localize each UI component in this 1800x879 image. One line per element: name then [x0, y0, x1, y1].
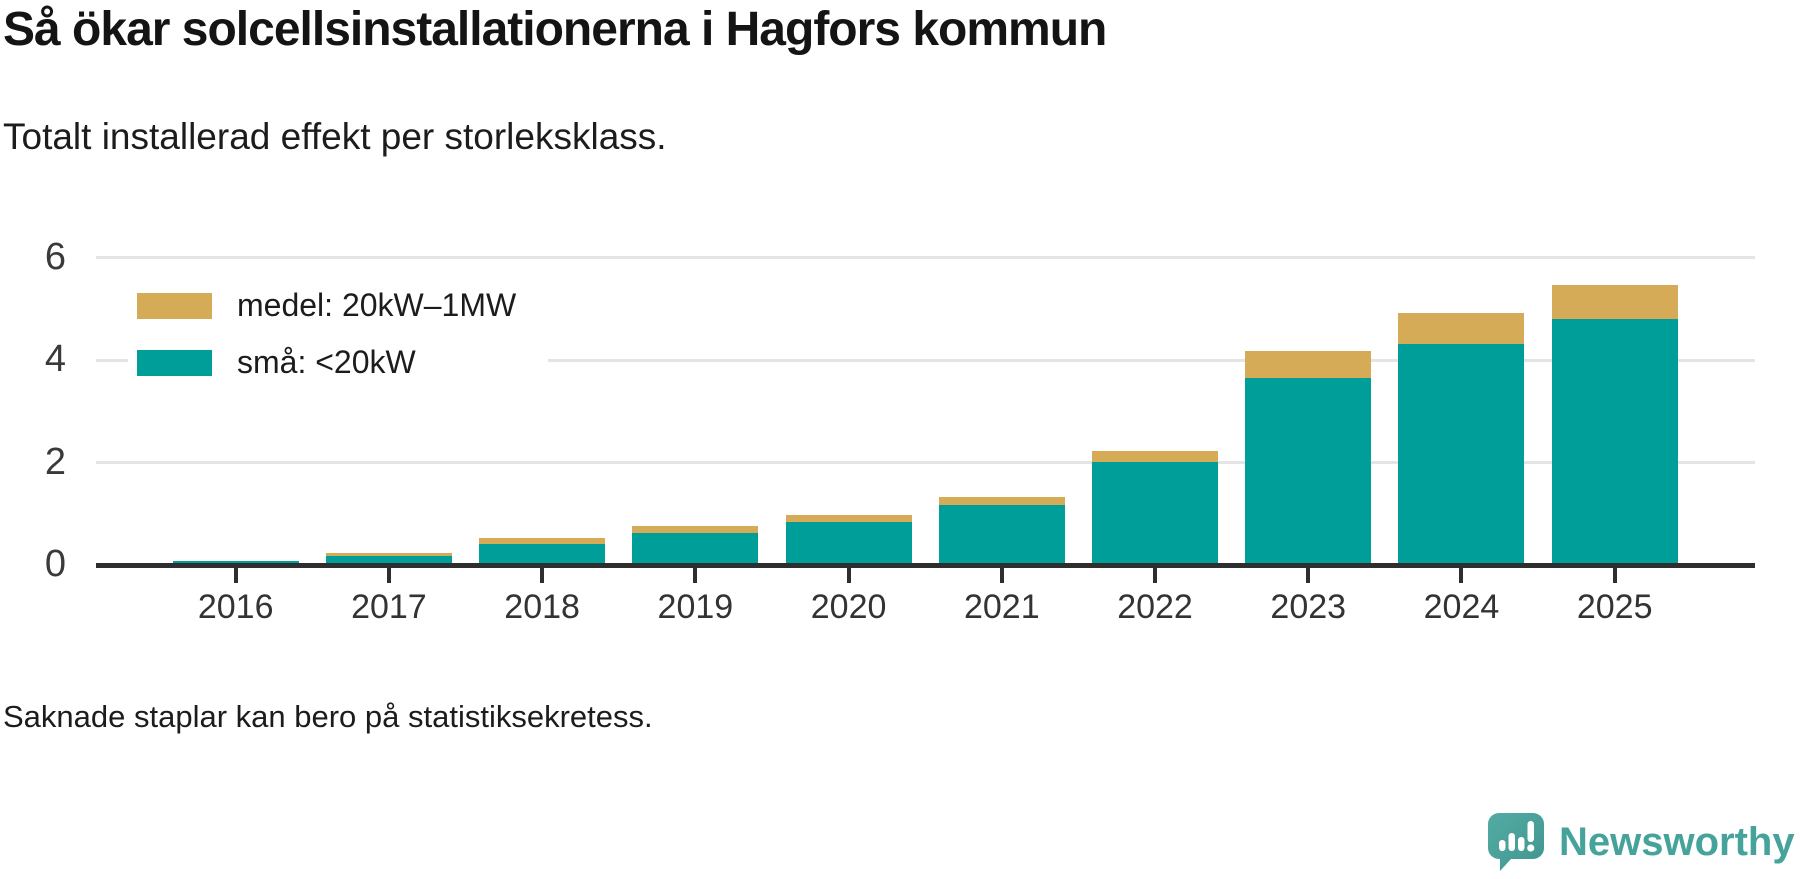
bar-2020-medel	[785, 514, 912, 522]
gridline-2	[96, 461, 1755, 465]
bar-2017-medel	[325, 552, 452, 556]
x-tick-2019	[693, 567, 698, 583]
footnote: Saknade staplar kan bero på statistiksek…	[3, 699, 653, 734]
bar-2018-sma	[479, 544, 606, 565]
x-tick-2021	[999, 567, 1004, 583]
bar-2024-sma	[1398, 344, 1525, 565]
gridline-6	[96, 256, 1755, 260]
x-axis-label-2021: 2021	[963, 588, 1040, 626]
x-tick-2018	[540, 567, 545, 583]
x-tick-2022	[1153, 567, 1158, 583]
legend-label-medel: medel: 20kW–1MW	[237, 287, 517, 323]
chart-subtitle: Totalt installerad effekt per storlekskl…	[3, 116, 667, 157]
gridline-4	[96, 358, 1755, 362]
bar-2025-sma	[1551, 318, 1678, 565]
bar-2018-medel	[479, 538, 606, 545]
bar-2023-sma	[1245, 378, 1372, 565]
legend-item-medel: medel: 20kW–1MW	[137, 287, 516, 324]
x-tick-2024	[1459, 567, 1464, 583]
legend-swatch-sma	[137, 349, 212, 376]
x-tick-2025	[1612, 567, 1617, 583]
bar-2020-sma	[785, 522, 912, 565]
bar-2019-medel	[632, 526, 759, 533]
bar-2021-medel	[938, 497, 1065, 506]
legend-label-sma: små: <20kW	[237, 344, 416, 380]
bar-2019-sma	[632, 532, 759, 565]
legend-item-sma: små: <20kW	[137, 344, 416, 381]
bar-2022-medel	[1092, 450, 1219, 463]
legend-swatch-medel	[137, 292, 212, 319]
y-axis-label-6: 6	[44, 235, 66, 278]
x-axis-label-2024: 2024	[1423, 588, 1500, 626]
x-axis-label-2020: 2020	[810, 588, 887, 626]
bar-2024-medel	[1398, 313, 1525, 345]
chart-title: Så ökar solcellsinstallationerna i Hagfo…	[3, 3, 1107, 56]
newsworthy-branding: Newsworthy	[1487, 812, 1795, 872]
x-axis-label-2016: 2016	[197, 588, 274, 626]
x-tick-2020	[846, 567, 851, 583]
y-axis-label-2: 2	[44, 440, 66, 483]
x-axis-line	[96, 562, 1755, 568]
speech-bubble-bar-chart-icon	[1488, 813, 1544, 871]
x-axis-label-2022: 2022	[1117, 588, 1193, 626]
x-tick-2023	[1306, 567, 1311, 583]
x-axis-label-2023: 2023	[1270, 588, 1347, 626]
y-axis-label-0: 0	[44, 543, 66, 585]
bar-2022-sma	[1092, 462, 1219, 565]
y-axis-label-4: 4	[44, 338, 66, 381]
newsworthy-wordmark: Newsworthy	[1559, 819, 1795, 864]
x-axis-label-2018: 2018	[504, 588, 580, 626]
x-axis-label-2025: 2025	[1576, 588, 1653, 626]
x-tick-2016	[233, 567, 238, 583]
x-axis-label-2017: 2017	[351, 588, 427, 626]
bar-2017-sma	[325, 555, 452, 565]
bar-2023-medel	[1245, 350, 1372, 379]
x-axis-label-2019: 2019	[657, 588, 734, 626]
bar-2025-medel	[1551, 285, 1678, 319]
x-tick-2017	[386, 567, 391, 583]
bar-2021-sma	[938, 505, 1065, 565]
